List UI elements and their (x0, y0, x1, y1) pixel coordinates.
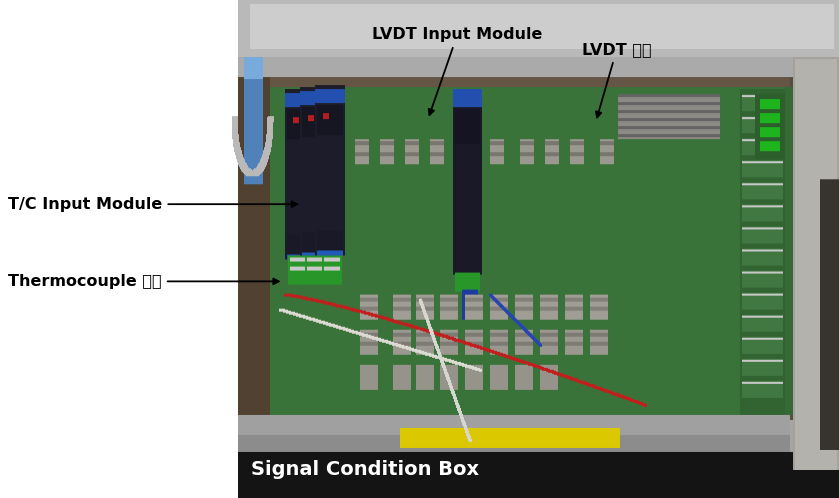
Text: Signal Condition Box: Signal Condition Box (251, 460, 479, 479)
Text: LVDT 연결: LVDT 연결 (582, 42, 651, 118)
Text: LVDT Input Module: LVDT Input Module (372, 27, 543, 115)
Text: T/C Input Module: T/C Input Module (8, 197, 297, 212)
Text: Thermocouple 연결: Thermocouple 연결 (8, 274, 279, 289)
